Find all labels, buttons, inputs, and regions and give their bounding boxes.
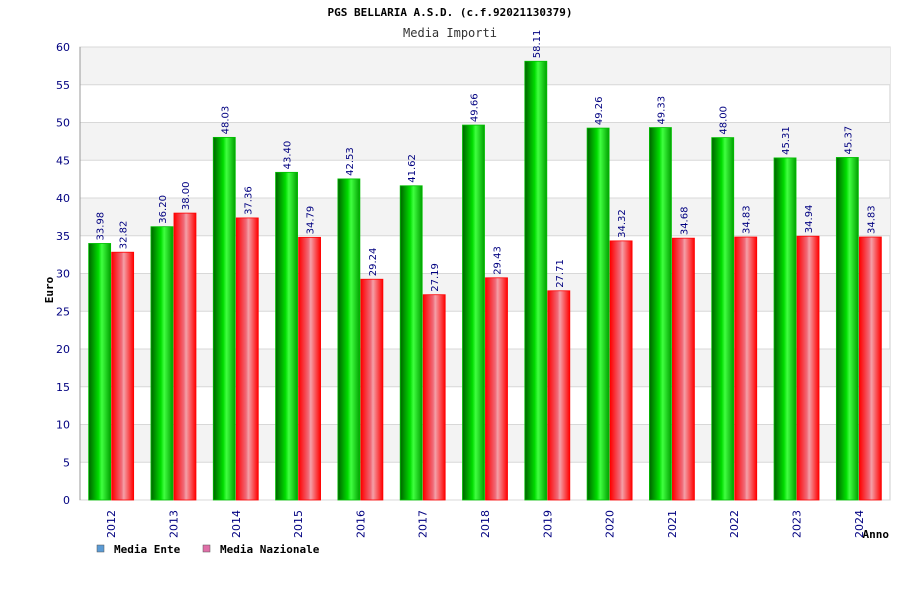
x-tick-label-2022: 2022 (728, 510, 741, 538)
legend-swatch-ente (96, 544, 105, 553)
y-tick-label: 10 (56, 419, 70, 432)
value-label-nazionale-2012: 32.82 (119, 221, 130, 250)
value-label-ente-2017: 41.62 (407, 154, 418, 183)
y-tick-label: 45 (56, 154, 70, 167)
y-tick-label: 30 (56, 268, 70, 281)
x-tick-label-2019: 2019 (541, 510, 554, 538)
value-label-nazionale-2015: 34.79 (306, 206, 317, 235)
value-label-nazionale-2024: 34.83 (866, 205, 877, 234)
value-label-nazionale-2021: 34.68 (679, 207, 690, 236)
value-label-nazionale-2020: 34.32 (617, 209, 628, 238)
y-tick-label: 55 (56, 79, 70, 92)
y-tick-label: 40 (56, 192, 70, 205)
y-tick-label: 60 (56, 41, 70, 54)
bar-ente-2016 (337, 178, 361, 501)
bar-ente-2012 (88, 243, 112, 501)
value-label-nazionale-2017: 27.19 (430, 263, 441, 292)
bar-nazionale-2018 (485, 277, 508, 501)
bar-ente-2019 (524, 60, 548, 501)
chart-subtitle: Media Importi (403, 26, 497, 40)
bar-ente-2021 (649, 127, 672, 501)
value-label-nazionale-2018: 29.43 (493, 246, 504, 275)
x-tick-label-2014: 2014 (230, 510, 243, 538)
bar-nazionale-2017 (422, 294, 446, 501)
legend-label-ente: Media Ente (114, 543, 181, 556)
x-tick-label-2013: 2013 (167, 510, 180, 538)
value-label-ente-2018: 49.66 (470, 93, 481, 122)
bar-nazionale-2016 (360, 278, 384, 501)
chart-title: PGS BELLARIA A.S.D. (c.f.92021130379) (327, 6, 572, 19)
bar-ente-2017 (399, 185, 423, 501)
bar-nazionale-2014 (235, 217, 259, 501)
x-axis: 2012 2013 2014 2015 2016 2017 2018 2019 2020 2021… (105, 510, 866, 538)
bar-ente-2013 (150, 226, 174, 501)
value-label-nazionale-2022: 34.83 (742, 205, 753, 234)
grid-band (80, 273, 890, 312)
value-label-ente-2023: 45.31 (781, 126, 792, 155)
value-label-nazionale-2013: 38.00 (181, 181, 192, 210)
y-axis-title: Euro (43, 276, 56, 303)
grid-band (80, 424, 890, 463)
x-tick-label-2021: 2021 (666, 510, 679, 538)
bar-ente-2014 (212, 136, 236, 501)
bar-nazionale-2023 (796, 235, 820, 501)
bar-nazionale-2020 (609, 240, 633, 501)
x-tick-label-2023: 2023 (791, 510, 804, 538)
legend: Media Ente Media Nazionale (96, 543, 320, 556)
plot-area (79, 46, 891, 501)
bar-nazionale-2024 (858, 236, 882, 501)
x-tick-label-2017: 2017 (417, 510, 430, 538)
bar-ente-2015 (275, 171, 298, 501)
y-tick-label: 35 (56, 230, 70, 243)
x-tick-label-2016: 2016 (354, 510, 367, 538)
value-label-ente-2015: 43.40 (283, 141, 294, 170)
grid-band (80, 198, 890, 236)
bars (88, 60, 882, 501)
value-label-ente-2014: 48.03 (220, 106, 231, 135)
value-label-ente-2019: 58.11 (532, 30, 543, 59)
value-label-ente-2016: 42.53 (345, 147, 356, 176)
x-tick-label-2015: 2015 (292, 510, 305, 538)
value-label-ente-2013: 36.20 (158, 195, 169, 224)
grid-band (80, 47, 890, 85)
value-label-ente-2012: 33.98 (96, 212, 107, 241)
y-tick-label: 0 (63, 494, 70, 507)
value-label-nazionale-2016: 29.24 (368, 248, 379, 277)
bar-ente-2022 (711, 137, 735, 501)
bar-ente-2023 (773, 157, 797, 501)
y-tick-label: 5 (63, 456, 70, 469)
x-tick-label-2012: 2012 (105, 510, 118, 538)
bar-nazionale-2015 (298, 236, 321, 501)
value-label-ente-2022: 48.00 (719, 106, 730, 135)
y-tick-label: 15 (56, 381, 70, 394)
x-tick-label-2020: 2020 (604, 510, 617, 538)
value-label-ente-2020: 49.26 (594, 96, 605, 125)
value-label-nazionale-2019: 27.71 (555, 259, 566, 288)
bar-ente-2024 (835, 157, 859, 501)
bar-nazionale-2012 (111, 251, 135, 501)
bar-nazionale-2022 (734, 236, 758, 501)
value-label-nazionale-2023: 34.94 (804, 205, 815, 234)
grid-band (80, 122, 890, 161)
bar-ente-2020 (586, 127, 610, 501)
bar-ente-2018 (462, 124, 485, 501)
value-label-nazionale-2014: 37.36 (243, 186, 254, 215)
legend-swatch-nazionale (202, 544, 211, 553)
value-label-ente-2021: 49.33 (656, 96, 667, 125)
bar-nazionale-2019 (547, 290, 571, 501)
value-label-ente-2024: 45.37 (843, 126, 854, 155)
y-axis: 0 5 10 15 20 25 30 35 40 45 50 55 60 (56, 41, 81, 507)
x-tick-label-2024: 2024 (853, 510, 866, 538)
y-tick-label: 50 (56, 117, 70, 130)
x-tick-label-2018: 2018 (479, 510, 492, 538)
legend-label-nazionale: Media Nazionale (220, 543, 320, 556)
y-tick-label: 20 (56, 343, 70, 356)
grid-band (80, 349, 890, 387)
y-tick-label: 25 (56, 305, 70, 318)
bar-nazionale-2021 (672, 237, 695, 501)
value-labels: 33.98 32.82 36.20 38.00 48.03 37.36 43.40 34.79… (96, 30, 878, 292)
x-axis-title: Anno (863, 528, 890, 541)
bar-nazionale-2013 (173, 212, 197, 501)
